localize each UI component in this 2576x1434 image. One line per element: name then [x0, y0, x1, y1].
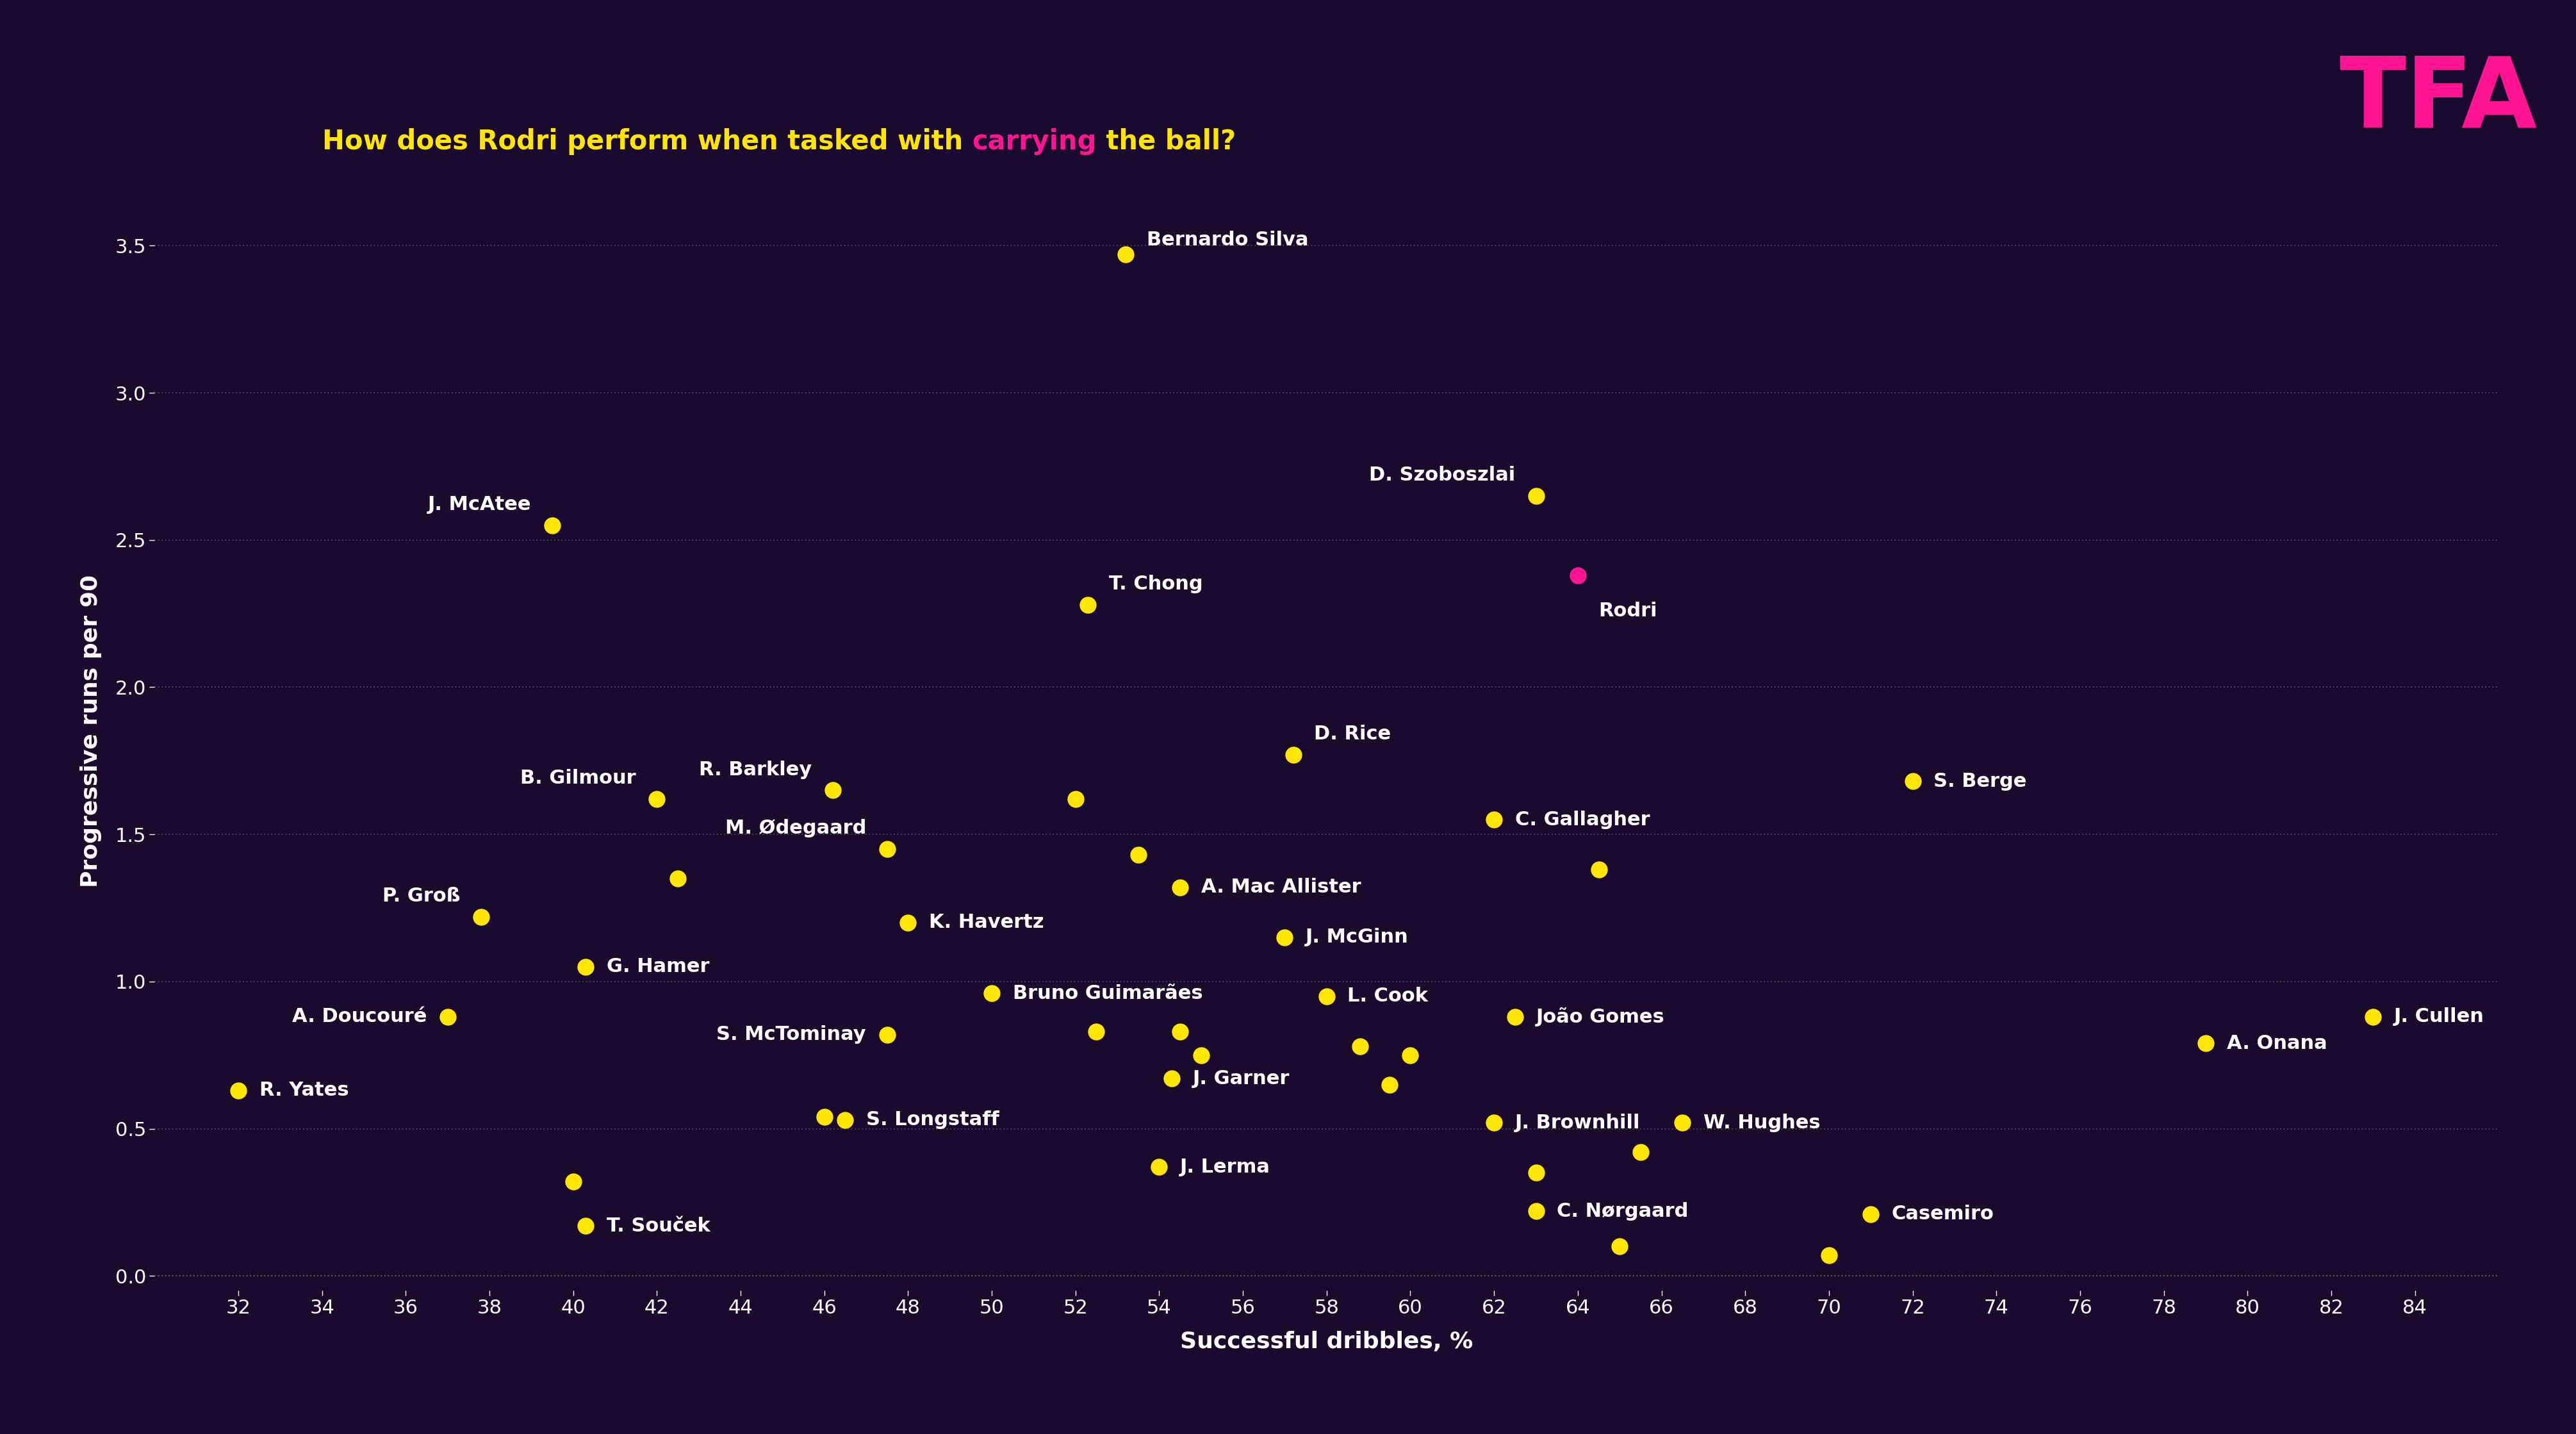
Point: [1620, 1141, 1662, 1164]
Text: M. Ødegaard: M. Ødegaard: [724, 819, 866, 837]
Point: [866, 837, 907, 860]
Point: [1368, 1073, 1409, 1096]
Point: [1265, 926, 1306, 949]
Point: [1515, 1162, 1556, 1184]
Text: J. McGinn: J. McGinn: [1306, 928, 1409, 946]
Point: [1306, 985, 1347, 1008]
Y-axis label: Progressive runs per 90: Progressive runs per 90: [80, 575, 100, 888]
Point: [1151, 1067, 1193, 1090]
Text: J. Garner: J. Garner: [1193, 1070, 1291, 1088]
Text: D. Szoboszlai: D. Szoboszlai: [1368, 466, 1515, 485]
Point: [1473, 1111, 1515, 1134]
Text: J. McAtee: J. McAtee: [428, 495, 531, 513]
Text: carrying: carrying: [971, 128, 1097, 155]
Text: A. Mac Allister: A. Mac Allister: [1200, 878, 1360, 896]
Point: [1494, 1005, 1535, 1028]
Point: [564, 955, 605, 978]
Point: [461, 905, 502, 928]
Point: [1105, 242, 1146, 265]
Text: TFA: TFA: [2339, 52, 2537, 148]
Text: A. Onana: A. Onana: [2226, 1034, 2326, 1053]
Text: J. Lerma: J. Lerma: [1180, 1157, 1270, 1176]
Point: [1066, 594, 1108, 617]
Point: [1054, 787, 1095, 810]
Point: [1891, 770, 1932, 793]
Text: A. Doucouré: A. Doucouré: [291, 1008, 428, 1027]
Point: [1159, 876, 1200, 899]
Point: [2184, 1032, 2226, 1055]
Text: S. McTominay: S. McTominay: [716, 1025, 866, 1044]
Point: [1600, 1235, 1641, 1258]
Point: [531, 513, 572, 536]
Text: S. Berge: S. Berge: [1935, 771, 2027, 790]
Text: J. Cullen: J. Cullen: [2393, 1008, 2483, 1027]
Text: R. Yates: R. Yates: [260, 1081, 348, 1100]
Point: [1515, 485, 1556, 508]
Text: K. Havertz: K. Havertz: [930, 913, 1043, 932]
X-axis label: Successful dribbles, %: Successful dribbles, %: [1180, 1331, 1473, 1352]
Text: R. Barkley: R. Barkley: [698, 760, 811, 779]
Point: [1579, 858, 1620, 880]
Point: [1388, 1044, 1430, 1067]
Point: [564, 1215, 605, 1238]
Text: S. Longstaff: S. Longstaff: [866, 1110, 999, 1129]
Point: [866, 1022, 907, 1045]
Point: [971, 982, 1012, 1005]
Point: [2352, 1005, 2393, 1028]
Point: [1139, 1156, 1180, 1179]
Point: [1556, 564, 1597, 587]
Point: [1662, 1111, 1703, 1134]
Point: [1808, 1243, 1850, 1266]
Text: Bernardo Silva: Bernardo Silva: [1146, 231, 1309, 250]
Point: [216, 1078, 258, 1101]
Text: T. Chong: T. Chong: [1108, 575, 1203, 594]
Text: W. Hughes: W. Hughes: [1703, 1114, 1821, 1131]
Text: D. Rice: D. Rice: [1314, 726, 1391, 744]
Point: [1850, 1203, 1891, 1226]
Point: [1515, 1200, 1556, 1223]
Point: [1159, 1020, 1200, 1043]
Point: [811, 779, 853, 802]
Text: Casemiro: Casemiro: [1891, 1205, 1994, 1223]
Text: João Gomes: João Gomes: [1535, 1007, 1664, 1027]
Point: [428, 1005, 469, 1028]
Point: [804, 1106, 845, 1129]
Point: [1180, 1044, 1221, 1067]
Point: [1273, 743, 1314, 766]
Text: L. Cook: L. Cook: [1347, 987, 1427, 1005]
Text: C. Nørgaard: C. Nørgaard: [1556, 1202, 1687, 1220]
Text: Bruno Guimarães: Bruno Guimarães: [1012, 984, 1203, 1002]
Point: [657, 868, 698, 891]
Text: T. Souček: T. Souček: [605, 1216, 711, 1235]
Point: [1340, 1035, 1381, 1058]
Text: J. Brownhill: J. Brownhill: [1515, 1114, 1641, 1131]
Text: Rodri: Rodri: [1600, 601, 1656, 619]
Point: [1077, 1020, 1118, 1043]
Point: [1473, 809, 1515, 832]
Point: [1118, 843, 1159, 866]
Point: [824, 1108, 866, 1131]
Text: B. Gilmour: B. Gilmour: [520, 769, 636, 787]
Text: C. Gallagher: C. Gallagher: [1515, 810, 1651, 829]
Text: G. Hamer: G. Hamer: [605, 958, 708, 977]
Text: P. Groß: P. Groß: [381, 886, 461, 905]
Point: [551, 1170, 592, 1193]
Text: How does Rodri perform when tasked with: How does Rodri perform when tasked with: [322, 128, 971, 155]
Point: [886, 911, 927, 934]
Point: [636, 787, 677, 810]
Text: the ball?: the ball?: [1097, 128, 1236, 155]
